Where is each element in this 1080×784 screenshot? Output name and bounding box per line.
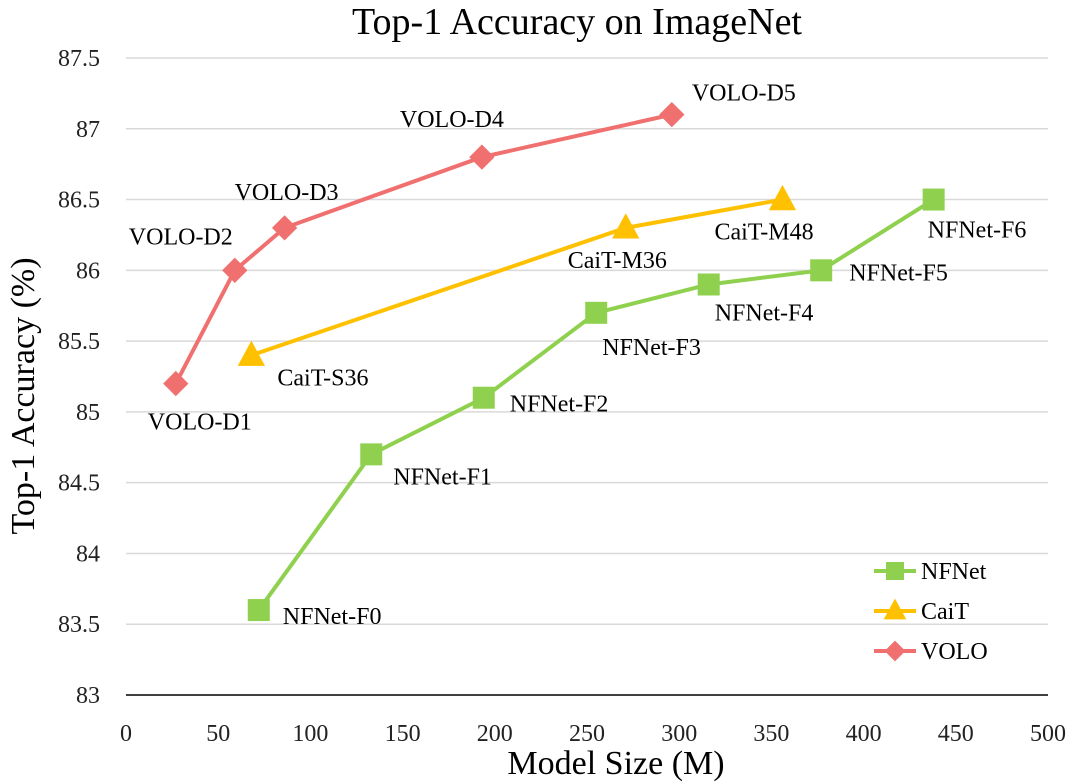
series-layer <box>163 101 945 622</box>
data-point-square <box>247 599 270 622</box>
data-label: NFNet-F0 <box>283 604 382 630</box>
data-label: CaiT-M48 <box>714 220 813 246</box>
y-tick-labels: 83 83.5 84 84.5 85 85.5 86 86.5 87 87.5 <box>58 46 100 709</box>
y-tick-label: 83.5 <box>58 612 100 638</box>
legend-item-nfnet: NFNet <box>874 559 987 585</box>
x-tick-label: 300 <box>661 721 697 747</box>
x-tick-labels: 0 50 100 150 200 250 300 350 400 450 500 <box>120 721 1066 747</box>
x-tick-label: 400 <box>846 721 882 747</box>
data-point-square <box>922 188 945 211</box>
x-tick-label: 100 <box>292 721 328 747</box>
data-label: VOLO-D2 <box>129 224 233 250</box>
y-tick-label: 83 <box>76 683 100 709</box>
legend-label: NFNet <box>921 559 987 585</box>
data-label: NFNet-F1 <box>393 464 492 490</box>
y-tick-label: 84 <box>76 541 100 567</box>
y-tick-label: 85 <box>76 400 100 426</box>
data-point-diamond <box>163 370 189 397</box>
x-tick-label: 450 <box>938 721 974 747</box>
x-tick-label: 200 <box>477 721 513 747</box>
x-tick-label: 50 <box>206 721 230 747</box>
data-label: VOLO-D3 <box>235 180 339 206</box>
data-label: NFNet-F3 <box>602 335 701 361</box>
legend-item-cait: CaiT <box>874 598 969 625</box>
x-tick-label: 350 <box>753 721 789 747</box>
data-label: NFNet-F4 <box>715 300 814 326</box>
y-tick-label: 84.5 <box>58 471 100 497</box>
x-axis-title: Model Size (M) <box>507 745 724 782</box>
data-point-diamond <box>222 257 248 283</box>
data-point-diamond <box>469 144 495 170</box>
x-tick-label: 500 <box>1030 721 1066 747</box>
data-point-square <box>810 259 833 282</box>
data-point-square <box>697 273 720 296</box>
data-label: VOLO-D5 <box>692 81 796 107</box>
data-point-square <box>472 386 495 409</box>
chart-title: Top-1 Accuracy on ImageNet <box>352 1 802 43</box>
legend: NFNet CaiT VOLO <box>874 559 988 665</box>
y-axis-title: Top-1 Accuracy (%) <box>5 257 42 534</box>
y-tick-label: 86.5 <box>58 188 100 214</box>
y-tick-label: 85.5 <box>58 329 100 355</box>
data-point-diamond <box>659 101 685 128</box>
point-labels: NFNet-F0 NFNet-F1 NFNet-F2 NFNet-F3 NFNet-F4… <box>129 81 1027 630</box>
series-cait <box>237 184 797 366</box>
series-nfnet <box>247 188 945 622</box>
data-label: VOLO-D1 <box>148 410 252 436</box>
data-point-triangle <box>237 340 266 366</box>
series-volo <box>163 101 685 397</box>
data-point-triangle <box>612 213 640 239</box>
legend-label: VOLO <box>921 639 988 665</box>
data-label: NFNet-F5 <box>849 260 948 286</box>
data-point-diamond <box>884 640 906 662</box>
y-tick-label: 87.5 <box>58 46 100 72</box>
data-point-square <box>886 562 904 580</box>
legend-item-volo: VOLO <box>874 639 988 665</box>
y-tick-label: 87 <box>76 117 100 143</box>
x-tick-label: 250 <box>569 721 605 747</box>
grid-lines <box>126 57 1048 625</box>
data-point-square <box>360 443 383 466</box>
data-label: CaiT-M36 <box>568 248 667 274</box>
y-tick-label: 86 <box>76 258 100 284</box>
data-label: CaiT-S36 <box>277 365 368 391</box>
data-point-square <box>585 301 608 324</box>
data-point-diamond <box>271 215 298 241</box>
x-tick-label: 0 <box>120 721 132 747</box>
data-label: NFNet-F2 <box>510 392 609 418</box>
legend-label: CaiT <box>921 599 969 625</box>
data-point-triangle <box>768 184 797 211</box>
x-tick-label: 150 <box>385 721 421 747</box>
data-label: VOLO-D4 <box>400 107 504 133</box>
data-point-triangle <box>883 598 907 620</box>
data-label: NFNet-F6 <box>928 218 1027 244</box>
